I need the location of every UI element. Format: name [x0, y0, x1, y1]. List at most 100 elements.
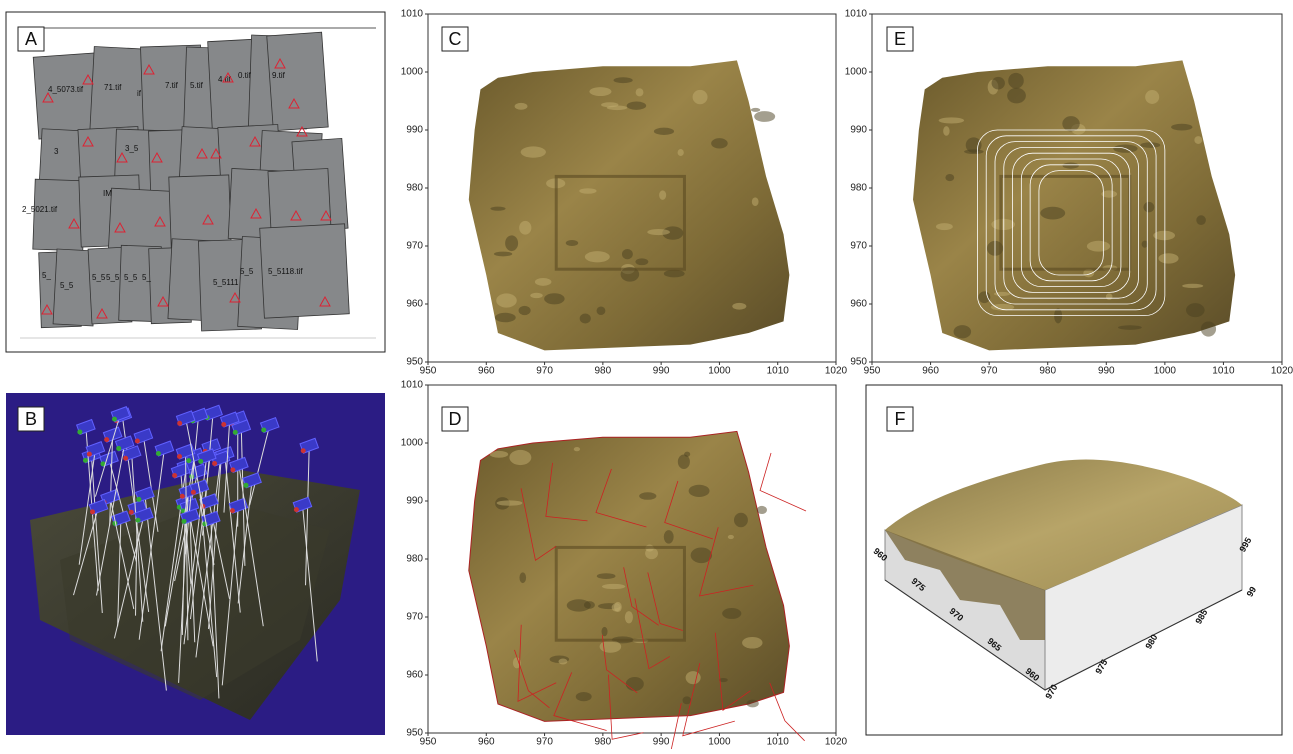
- camera-point: [180, 494, 185, 499]
- camera-point: [261, 428, 266, 433]
- y-tick-label: 1000: [401, 67, 424, 78]
- x-tick-label: 970: [536, 737, 553, 748]
- y-tick-label: 970: [406, 612, 423, 623]
- photo-tile: [169, 175, 231, 247]
- texture: [639, 492, 656, 500]
- y-tick-label: 990: [406, 496, 423, 507]
- tile-label: IM: [103, 189, 112, 198]
- x-tick-label: 1010: [767, 366, 790, 377]
- texture: [689, 485, 710, 497]
- panel-label: E: [894, 29, 906, 49]
- y-tick-label: 950: [406, 357, 423, 368]
- camera-point: [221, 422, 226, 427]
- x-tick-label: 1020: [1271, 366, 1293, 377]
- texture: [622, 249, 633, 259]
- texture: [966, 137, 982, 152]
- texture: [625, 611, 633, 623]
- tile-label: 71.tif: [104, 83, 122, 92]
- photo-tile: [33, 179, 85, 251]
- tile-label: 5_: [142, 273, 151, 282]
- texture: [664, 270, 685, 278]
- tile-label: 9.tif: [272, 71, 286, 80]
- texture: [686, 671, 701, 684]
- texture: [576, 692, 592, 701]
- camera-point: [233, 430, 238, 435]
- camera-point: [129, 510, 134, 515]
- texture: [505, 235, 518, 251]
- tile-label: 5_5: [60, 281, 74, 290]
- texture: [757, 506, 767, 514]
- tile-label: 4_5073.tif: [48, 85, 84, 94]
- texture: [1007, 88, 1026, 104]
- texture: [1194, 136, 1202, 144]
- texture: [544, 293, 564, 304]
- texture: [683, 696, 692, 704]
- texture: [636, 88, 644, 96]
- x-tick-label: 1020: [825, 737, 848, 748]
- panel-label: A: [25, 29, 37, 49]
- tile-label: 5_: [42, 271, 51, 280]
- y-tick-label: 1010: [401, 380, 424, 391]
- y-tick-label: 980: [850, 183, 867, 194]
- texture: [678, 149, 684, 156]
- x-tick-label: 1020: [825, 366, 848, 377]
- camera-point: [230, 508, 235, 513]
- texture: [589, 87, 611, 96]
- texture: [746, 700, 758, 708]
- texture: [742, 637, 762, 649]
- y-tick-label: 990: [406, 125, 423, 136]
- texture: [1063, 162, 1079, 168]
- texture: [496, 293, 517, 307]
- x-tick-label: 990: [653, 737, 670, 748]
- texture: [614, 77, 633, 83]
- camera-point: [136, 518, 141, 523]
- panel-label: B: [25, 409, 37, 429]
- x-tick-label: 1000: [1154, 366, 1177, 377]
- texture: [1201, 321, 1216, 336]
- texture: [1153, 231, 1175, 241]
- texture: [1140, 142, 1160, 148]
- texture: [1143, 202, 1154, 213]
- texture: [693, 90, 708, 104]
- tile-label: 5.tif: [190, 81, 204, 90]
- texture: [751, 108, 760, 112]
- texture: [521, 146, 546, 157]
- texture: [654, 128, 674, 135]
- camera-point: [112, 417, 117, 422]
- camera-point: [77, 429, 82, 434]
- tile-label: 2_5021.tif: [22, 205, 58, 214]
- tile-label: 5_5: [124, 273, 138, 282]
- camera-point: [186, 458, 191, 463]
- orthophoto: [469, 431, 790, 721]
- texture: [579, 188, 596, 193]
- texture: [1171, 124, 1192, 131]
- texture: [509, 450, 531, 465]
- texture: [597, 573, 616, 579]
- texture: [519, 306, 531, 315]
- texture: [497, 500, 523, 505]
- panel-label: C: [449, 29, 462, 49]
- tile-label: 5_5118.tif: [268, 267, 303, 276]
- texture: [664, 530, 674, 543]
- y-tick-label: 1010: [401, 9, 424, 20]
- texture: [519, 221, 531, 235]
- texture: [945, 174, 954, 181]
- camera-point: [244, 483, 249, 488]
- texture: [495, 313, 516, 322]
- texture: [978, 291, 990, 303]
- tile-label: 7.tif: [165, 81, 179, 90]
- camera-point: [83, 458, 88, 463]
- texture: [734, 513, 748, 527]
- y-tick-label: 990: [850, 125, 867, 136]
- texture: [1106, 293, 1113, 300]
- texture: [711, 138, 728, 148]
- texture: [494, 252, 512, 257]
- camera-point: [116, 446, 121, 451]
- texture: [1008, 73, 1024, 89]
- texture: [732, 303, 746, 310]
- texture: [519, 572, 526, 583]
- texture: [994, 292, 1010, 296]
